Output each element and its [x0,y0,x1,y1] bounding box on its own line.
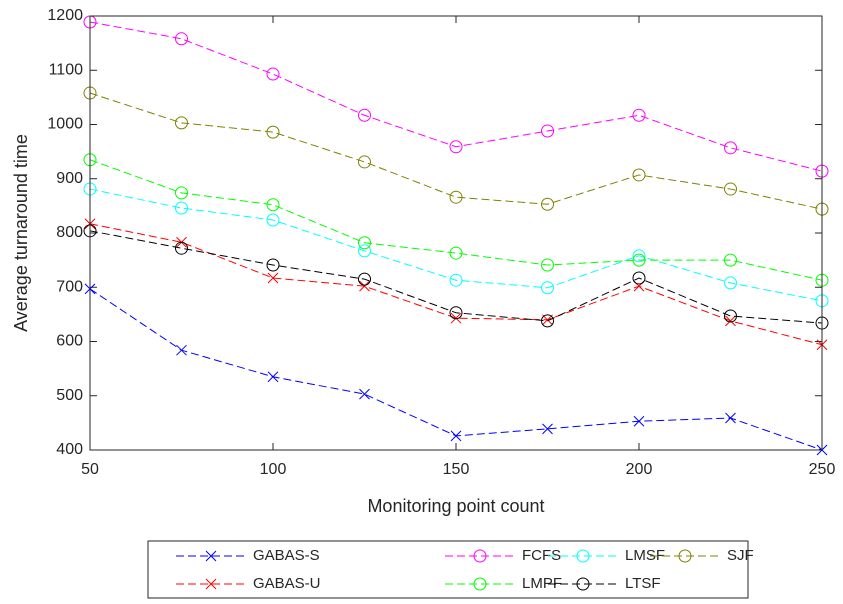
data-point [266,258,280,272]
data-point [175,32,188,46]
legend-label: LTSF [625,575,661,592]
data-point [358,244,371,258]
plot-frame [89,15,823,451]
legend-marker [205,578,217,590]
series-line [89,159,823,281]
data-point [632,253,646,267]
data-point [632,271,646,285]
data-point [358,155,371,169]
data-point [632,168,646,182]
data-point [633,415,645,427]
x-tick-label: 100 [260,461,287,478]
legend-marker [678,549,692,563]
legend-label: GABAS-U [253,575,321,592]
data-point [724,141,737,155]
data-point [724,182,737,196]
data-point [267,272,279,284]
legend-marker [576,549,590,563]
legend-label: SJF [727,547,754,564]
data-point [449,273,463,287]
data-point [449,306,463,320]
data-point [541,281,554,295]
legend-label: LMPF [522,575,562,592]
x-axis-title: Monitoring point count [367,496,544,516]
data-point [449,140,463,154]
data-point [542,423,553,435]
data-point [724,276,737,290]
data-point [266,198,280,212]
data-point [541,258,554,272]
data-point [449,246,463,260]
series-line [89,230,823,324]
legend-marker [473,577,487,591]
data-point [358,108,371,122]
data-point [541,124,554,138]
legend-label: LMSF [625,547,665,564]
legend-marker [576,577,590,591]
series-line [89,188,823,302]
legend-label: GABAS-S [253,547,320,564]
legend-marker [473,549,487,563]
data-point [266,67,280,81]
data-point [266,213,280,227]
y-tick-label: 1100 [49,61,84,78]
x-tick-label: 200 [626,461,653,478]
y-tick-label: 900 [56,170,83,187]
data-point [725,315,736,327]
data-point [632,249,646,263]
data-point [450,312,462,324]
data-point [358,236,371,250]
legend-label: FCFS [522,547,561,564]
data-point [175,201,188,215]
y-tick-label: 500 [56,387,83,404]
legend-box [147,540,749,599]
data-point [266,125,280,139]
data-point [724,253,737,267]
y-tick-label: 400 [56,441,83,458]
data-point [632,108,646,122]
data-point [175,186,188,200]
data-point [176,344,187,356]
data-point [359,280,370,292]
data-point [724,309,737,323]
legend-marker [205,550,217,562]
y-tick-label: 600 [56,333,83,350]
y-tick-label: 800 [56,224,83,241]
y-axis-title: Average turnaround time [11,134,31,332]
y-tick-label: 1200 [47,7,83,24]
data-point [175,241,188,255]
x-tick-label: 250 [809,461,836,478]
series-line [89,92,823,210]
x-tick-label: 50 [81,461,99,478]
data-point [359,388,370,400]
y-tick-label: 1000 [47,116,83,133]
data-point [449,190,463,204]
data-point [725,412,736,424]
data-point [267,371,279,383]
data-point [541,314,554,328]
x-tick-label: 150 [443,461,470,478]
series-line [89,21,823,172]
data-point [358,272,371,286]
data-point [541,197,554,211]
data-point [175,116,188,130]
y-tick-label: 700 [56,278,83,295]
data-point [450,430,462,442]
